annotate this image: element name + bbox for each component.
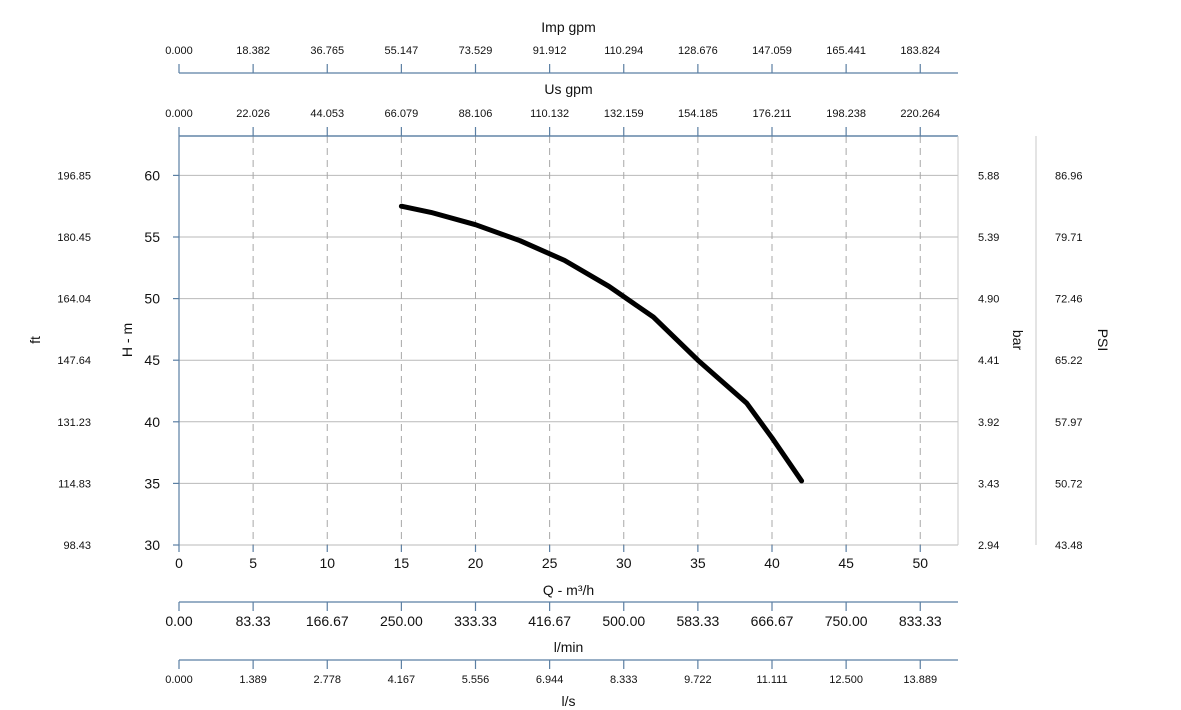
x-tick-label: 45 bbox=[838, 555, 854, 571]
pump-head-curve bbox=[398, 203, 805, 484]
ft-tick-label: 131.23 bbox=[57, 417, 91, 429]
imp-gpm-tick-label: 18.382 bbox=[236, 45, 270, 57]
bar-tick-label: 3.43 bbox=[978, 478, 999, 490]
ls-tick-label: 2.778 bbox=[313, 674, 341, 686]
ls-tick-label: 5.556 bbox=[462, 674, 490, 686]
us-gpm-tick-label: 66.079 bbox=[385, 108, 419, 120]
x-tick-label: 30 bbox=[616, 555, 632, 571]
ls-tick-label: 6.944 bbox=[536, 674, 564, 686]
psi-tick-label: 50.72 bbox=[1055, 478, 1083, 490]
us-gpm-tick-label: 220.264 bbox=[900, 108, 940, 120]
x-tick-label: 20 bbox=[468, 555, 484, 571]
ls-tick-label: 4.167 bbox=[388, 674, 416, 686]
ft-tick-label: 164.04 bbox=[57, 294, 91, 306]
ft-tick-label: 98.43 bbox=[63, 540, 91, 552]
bar-tick-label: 2.94 bbox=[978, 540, 999, 552]
ft-tick-label: 114.83 bbox=[58, 478, 91, 490]
bar-axis-title: bar bbox=[1010, 330, 1026, 351]
x-tick-label: 10 bbox=[319, 555, 335, 571]
y-tick-label: 60 bbox=[144, 167, 160, 183]
lmin-tick-label: 333.33 bbox=[454, 613, 497, 629]
lmin-tick-label: 0.00 bbox=[165, 613, 192, 629]
x-tick-label: 35 bbox=[690, 555, 706, 571]
ft-tick-label: 180.45 bbox=[57, 232, 91, 244]
us-gpm-tick-label: 132.159 bbox=[604, 108, 644, 120]
imp-gpm-tick-label: 91.912 bbox=[533, 45, 567, 57]
y-tick-label: 55 bbox=[144, 229, 160, 245]
y-tick-label: 35 bbox=[144, 475, 160, 491]
ft-tick-label: 147.64 bbox=[57, 355, 91, 367]
us-gpm-tick-label: 88.106 bbox=[459, 108, 493, 120]
ls-tick-label: 8.333 bbox=[610, 674, 638, 686]
ls-tick-label: 9.722 bbox=[684, 674, 712, 686]
ls-tick-label: 12.500 bbox=[829, 674, 863, 686]
ls-tick-label: 11.111 bbox=[756, 674, 787, 686]
us-gpm-tick-label: 22.026 bbox=[236, 108, 270, 120]
bar-tick-label: 5.88 bbox=[978, 170, 999, 182]
y-tick-label: 30 bbox=[144, 537, 160, 553]
us-gpm-axis-title: Us gpm bbox=[544, 81, 592, 97]
lmin-tick-label: 500.00 bbox=[602, 613, 645, 629]
x-tick-label: 15 bbox=[394, 555, 410, 571]
imp-gpm-tick-label: 0.000 bbox=[165, 45, 193, 57]
y-tick-label: 50 bbox=[144, 291, 160, 307]
imp-gpm-tick-label: 128.676 bbox=[678, 45, 718, 57]
ft-tick-label: 196.85 bbox=[57, 170, 91, 182]
lmin-tick-label: 666.67 bbox=[751, 613, 794, 629]
lmin-tick-label: 416.67 bbox=[528, 613, 571, 629]
psi-tick-label: 79.71 bbox=[1055, 232, 1083, 244]
y-axis-title: H - m bbox=[119, 323, 135, 357]
imp-gpm-tick-label: 165.441 bbox=[826, 45, 866, 57]
imp-gpm-tick-label: 110.294 bbox=[604, 45, 643, 57]
x-tick-label: 25 bbox=[542, 555, 558, 571]
psi-tick-label: 57.97 bbox=[1055, 417, 1083, 429]
bar-tick-label: 4.41 bbox=[978, 355, 999, 367]
x-tick-label: 5 bbox=[249, 555, 257, 571]
ls-tick-label: 13.889 bbox=[903, 674, 937, 686]
x-axis-title: Q - m³/h bbox=[543, 582, 594, 598]
y-tick-label: 45 bbox=[144, 352, 160, 368]
lmin-tick-label: 250.00 bbox=[380, 613, 423, 629]
imp-gpm-tick-label: 36.765 bbox=[310, 45, 344, 57]
lmin-tick-label: 833.33 bbox=[899, 613, 942, 629]
ls-tick-label: 1.389 bbox=[239, 674, 267, 686]
psi-axis-title: PSI bbox=[1095, 329, 1111, 352]
imp-gpm-tick-label: 183.824 bbox=[900, 45, 940, 57]
x-tick-label: 40 bbox=[764, 555, 780, 571]
imp-gpm-tick-label: 55.147 bbox=[385, 45, 419, 57]
us-gpm-tick-label: 44.053 bbox=[310, 108, 344, 120]
bar-tick-label: 3.92 bbox=[978, 417, 999, 429]
psi-tick-label: 65.22 bbox=[1055, 355, 1083, 367]
psi-tick-label: 86.96 bbox=[1055, 170, 1083, 182]
y-tick-label: 40 bbox=[144, 414, 160, 430]
lmin-tick-label: 583.33 bbox=[676, 613, 719, 629]
lmin-tick-label: 750.00 bbox=[825, 613, 868, 629]
psi-tick-label: 43.48 bbox=[1055, 540, 1083, 552]
x-tick-label: 0 bbox=[175, 555, 183, 571]
us-gpm-tick-label: 0.000 bbox=[165, 108, 193, 120]
imp-gpm-axis-title: Imp gpm bbox=[541, 19, 595, 35]
imp-gpm-tick-label: 147.059 bbox=[752, 45, 792, 57]
ls-axis-title: l/s bbox=[562, 693, 576, 709]
bar-tick-label: 5.39 bbox=[978, 232, 999, 244]
lmin-axis-title: l/min bbox=[554, 639, 584, 655]
bar-tick-label: 4.90 bbox=[978, 294, 999, 306]
us-gpm-tick-label: 154.185 bbox=[678, 108, 718, 120]
us-gpm-tick-label: 176.211 bbox=[753, 108, 792, 120]
us-gpm-tick-label: 198.238 bbox=[826, 108, 866, 120]
us-gpm-tick-label: 110.132 bbox=[530, 108, 569, 120]
lmin-tick-label: 83.33 bbox=[236, 613, 271, 629]
lmin-tick-label: 166.67 bbox=[306, 613, 349, 629]
x-tick-label: 50 bbox=[912, 555, 928, 571]
ls-tick-label: 0.000 bbox=[165, 674, 193, 686]
psi-tick-label: 72.46 bbox=[1055, 294, 1083, 306]
ft-axis-title: ft bbox=[27, 336, 43, 344]
imp-gpm-tick-label: 73.529 bbox=[459, 45, 493, 57]
